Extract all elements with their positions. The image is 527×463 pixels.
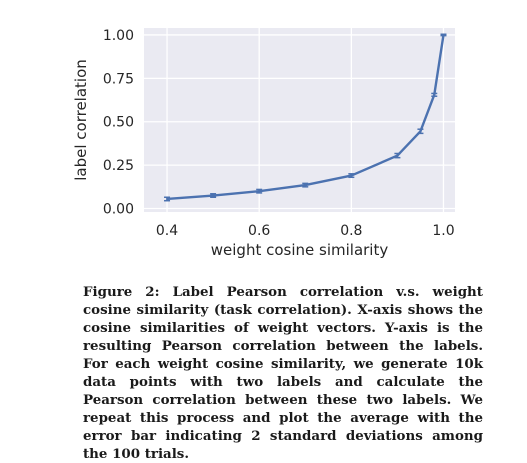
line-chart: 0.4 0.6 0.8 1.0 0.00 0.25 0.50 0.75 1.00 weight … [72, 28, 455, 259]
y-axis-label: label correlation [72, 59, 90, 181]
x-tick-label: 1.0 [432, 223, 454, 239]
y-tick-label: 1.00 [103, 28, 134, 44]
grid-lines [144, 28, 455, 212]
y-tick-label: 0.00 [103, 202, 134, 218]
y-tick-label: 0.75 [103, 71, 134, 87]
caption-text: Label Pearson correlation v.s. weight co… [83, 284, 483, 462]
plot-background [144, 28, 455, 212]
chart-figure: 0.4 0.6 0.8 1.0 0.00 0.25 0.50 0.75 1.00 weight … [72, 28, 455, 259]
x-tick-label: 0.8 [340, 223, 362, 239]
x-axis-label: weight cosine similarity [211, 241, 389, 259]
x-tick-label: 0.6 [248, 223, 270, 239]
y-tick-label: 0.50 [103, 115, 134, 131]
tick-labels: 0.4 0.6 0.8 1.0 0.00 0.25 0.50 0.75 1.00 [103, 28, 455, 239]
data-series [164, 33, 447, 202]
figure-caption: Figure 2: Label Pearson correlation v.s.… [83, 283, 483, 463]
y-tick-label: 0.25 [103, 158, 134, 174]
x-tick-label: 0.4 [156, 223, 178, 239]
caption-label: Figure 2: [83, 284, 160, 300]
